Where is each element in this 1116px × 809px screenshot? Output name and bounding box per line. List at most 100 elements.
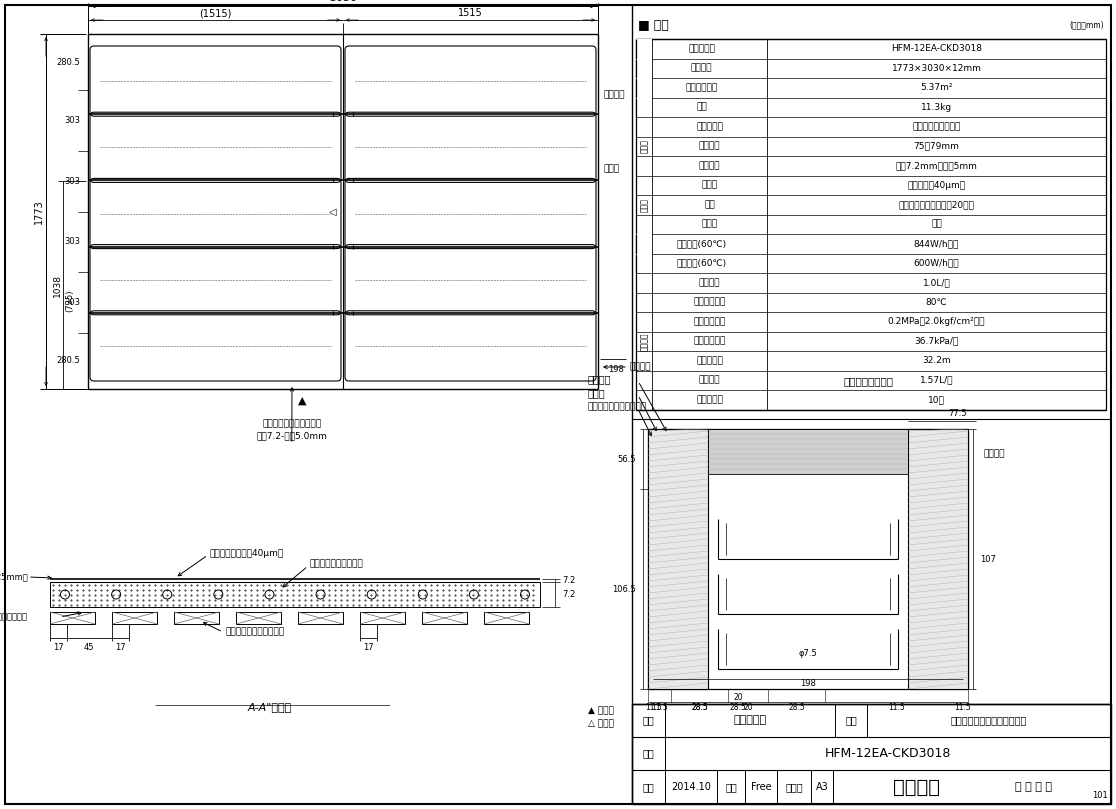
Text: 45: 45 xyxy=(84,642,94,651)
Text: 外径7.2-内径5.0mm: 外径7.2-内径5.0mm xyxy=(257,431,327,440)
Text: 名称: 名称 xyxy=(643,715,654,726)
Text: 3030: 3030 xyxy=(329,0,357,3)
Text: 17: 17 xyxy=(115,642,125,651)
Text: 外彧7.2mm　内彧5mm: 外彧7.2mm 内彧5mm xyxy=(895,161,978,170)
Text: 管ピッチ: 管ピッチ xyxy=(699,142,720,150)
Bar xyxy=(50,582,540,607)
Text: ヘッダー: ヘッダー xyxy=(588,374,612,384)
Text: サイズ: サイズ xyxy=(786,782,802,792)
Text: A-A"詳細図: A-A"詳細図 xyxy=(248,702,292,712)
Bar xyxy=(636,58,652,78)
Text: 設計関係: 設計関係 xyxy=(639,332,648,350)
Text: 架橋ポリエチレンパイプ: 架橋ポリエチレンパイプ xyxy=(262,420,321,429)
Text: ヘッダー部詳細図: ヘッダー部詳細図 xyxy=(843,376,893,386)
Bar xyxy=(112,612,157,624)
Text: 101: 101 xyxy=(1093,791,1108,800)
Bar xyxy=(88,34,598,389)
Text: 基材: 基材 xyxy=(704,201,715,210)
Text: 尺度: 尺度 xyxy=(725,782,737,792)
Text: 28.5: 28.5 xyxy=(730,704,747,713)
Text: (735): (735) xyxy=(65,289,74,311)
Text: 保有水量: 保有水量 xyxy=(699,375,720,385)
Text: HFM-12EA-CKD3018: HFM-12EA-CKD3018 xyxy=(891,44,982,53)
Bar xyxy=(636,253,652,273)
Text: バンド: バンド xyxy=(588,388,606,398)
Text: 303: 303 xyxy=(64,298,80,307)
Text: 標準流量: 標準流量 xyxy=(699,278,720,287)
Text: (1515): (1515) xyxy=(200,8,232,18)
Text: マット: マット xyxy=(639,198,648,212)
Text: 2014.10: 2014.10 xyxy=(671,782,711,792)
Bar xyxy=(298,612,343,624)
Text: 1773: 1773 xyxy=(33,199,44,224)
Text: 1773×3030×12mm: 1773×3030×12mm xyxy=(892,64,981,73)
Text: 架橋ポリエチレンパイプ: 架橋ポリエチレンパイプ xyxy=(225,628,285,637)
Bar xyxy=(360,612,405,624)
Text: 56.5: 56.5 xyxy=(617,455,636,464)
Text: 77.5: 77.5 xyxy=(949,409,968,417)
Text: 280.5: 280.5 xyxy=(56,357,80,366)
Text: 106.5: 106.5 xyxy=(613,584,636,594)
Bar xyxy=(174,612,219,624)
Text: 外形寸法図: 外形寸法図 xyxy=(733,715,767,726)
Text: 7.2: 7.2 xyxy=(562,590,575,599)
Text: ◁: ◁ xyxy=(329,206,337,217)
Bar xyxy=(636,39,1106,409)
Text: 844W/h・枚: 844W/h・枚 xyxy=(914,239,959,248)
Text: 暖房能力(60℃): 暖房能力(60℃) xyxy=(676,259,727,268)
Text: ▲ 山折り: ▲ 山折り xyxy=(588,706,614,715)
Text: 小根太溝数: 小根太溝数 xyxy=(696,396,723,404)
Text: 17: 17 xyxy=(363,642,374,651)
Text: 最高使用圧力: 最高使用圧力 xyxy=(693,317,725,326)
Text: 17: 17 xyxy=(52,642,64,651)
Text: 小小根太: 小小根太 xyxy=(983,450,1004,459)
Bar xyxy=(484,612,529,624)
Text: 11.5: 11.5 xyxy=(888,702,905,711)
Text: 架橋ポリエチレンパイプ: 架橋ポリエチレンパイプ xyxy=(588,403,647,412)
Text: 107: 107 xyxy=(980,554,995,564)
Text: 表面材（アルミ箔40μm）: 表面材（アルミ箔40μm） xyxy=(210,549,285,558)
Text: 75～79mm: 75～79mm xyxy=(914,142,960,150)
Text: 32.2m: 32.2m xyxy=(922,356,951,365)
Bar xyxy=(632,704,1112,804)
Text: 1515: 1515 xyxy=(459,8,483,18)
Text: ■ 仕様: ■ 仕様 xyxy=(638,19,668,32)
Text: 小小根太: 小小根太 xyxy=(603,90,625,99)
Text: 作成: 作成 xyxy=(643,782,654,792)
Bar xyxy=(708,429,908,474)
Text: 小根太: 小根太 xyxy=(603,164,619,173)
Text: なし: なし xyxy=(931,220,942,229)
Text: 303: 303 xyxy=(64,237,80,246)
Text: ヘッダー: ヘッダー xyxy=(631,362,652,371)
Text: 管サイズ: 管サイズ xyxy=(699,161,720,170)
Text: 株 式 会 社: 株 式 会 社 xyxy=(1014,782,1051,792)
Text: 型式: 型式 xyxy=(643,748,654,759)
Text: 質量: 質量 xyxy=(696,103,706,112)
Text: 架橋ポリエチレン管: 架橋ポリエチレン管 xyxy=(912,122,961,131)
Text: 小根太入りハード温水マット: 小根太入りハード温水マット xyxy=(951,715,1027,726)
Text: フォームポリスチレン: フォームポリスチレン xyxy=(310,560,364,569)
Text: 28.5: 28.5 xyxy=(788,702,805,711)
Bar xyxy=(648,429,708,689)
Text: 10本: 10本 xyxy=(929,396,945,404)
Bar xyxy=(908,429,968,689)
Text: 材質・材料: 材質・材料 xyxy=(696,122,723,131)
Text: 裏面材: 裏面材 xyxy=(702,220,718,229)
Text: 28.5: 28.5 xyxy=(691,702,708,711)
Text: 名称・型式: 名称・型式 xyxy=(689,44,715,53)
Bar xyxy=(636,234,652,253)
Bar xyxy=(422,612,466,624)
Text: Free: Free xyxy=(751,782,771,792)
Text: 198: 198 xyxy=(800,679,816,688)
Text: 7.2: 7.2 xyxy=(562,576,575,585)
Bar xyxy=(636,39,652,58)
Text: 20: 20 xyxy=(733,693,743,702)
Text: 11.3kg: 11.3kg xyxy=(921,103,952,112)
Text: 5.37m²: 5.37m² xyxy=(921,83,953,92)
Text: 外形尸法: 外形尸法 xyxy=(691,64,712,73)
Text: 11.5: 11.5 xyxy=(645,704,662,713)
Bar xyxy=(648,429,968,689)
Text: 11.5: 11.5 xyxy=(954,704,971,713)
Text: 11.5: 11.5 xyxy=(651,702,667,711)
Text: ▲: ▲ xyxy=(298,396,307,406)
